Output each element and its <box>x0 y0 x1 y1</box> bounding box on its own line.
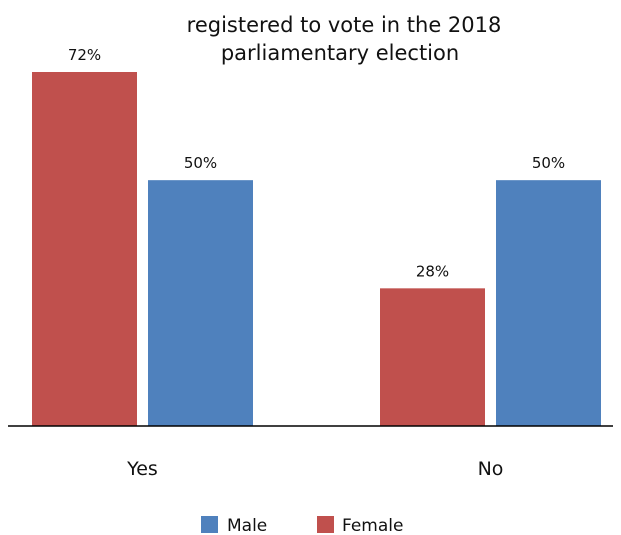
chart-title-line-2: parliamentary election <box>221 41 459 65</box>
category-label-no: No <box>478 458 504 480</box>
data-label-no-female: 28% <box>416 262 449 280</box>
bar-yes-female <box>32 72 137 426</box>
data-label-yes-male: 50% <box>184 154 217 172</box>
category-label-yes: Yes <box>126 458 158 480</box>
bar-no-female <box>380 288 485 426</box>
data-label-yes-female: 72% <box>68 46 101 64</box>
bar-yes-male <box>148 180 253 426</box>
legend: Male Female <box>201 516 403 535</box>
plot-area: 72% 50% 28% 50% <box>32 46 601 426</box>
legend-label-female: Female <box>342 516 403 535</box>
legend-label-male: Male <box>227 516 267 535</box>
chart-title: registered to vote in the 2018 parliamen… <box>187 13 502 65</box>
chart-title-line-1: registered to vote in the 2018 <box>187 13 502 37</box>
bar-no-male <box>496 180 601 426</box>
legend-swatch-male <box>201 516 218 533</box>
legend-swatch-female <box>317 516 334 533</box>
data-label-no-male: 50% <box>532 154 565 172</box>
category-labels: Yes No <box>126 458 503 480</box>
